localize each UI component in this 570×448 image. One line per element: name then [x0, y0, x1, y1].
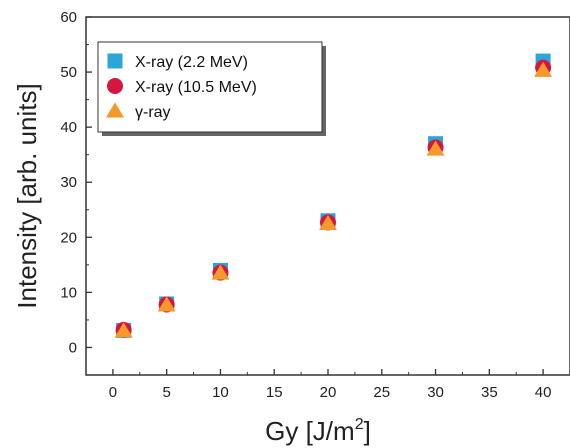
x-tick-label: 20 [320, 384, 337, 401]
x-tick-label: 30 [427, 384, 444, 401]
legend: X-ray (2.2 MeV) X-ray (10.5 MeV) γ-ray [97, 41, 326, 136]
data-markers [114, 53, 553, 338]
data-point-series-3 [534, 61, 553, 77]
y-tick-label: 30 [60, 174, 77, 191]
y-tick-label: 60 [60, 9, 77, 26]
x-tick-label: 25 [373, 384, 390, 401]
y-tick-label: 50 [60, 64, 77, 81]
data-point-series-3 [319, 214, 337, 231]
y-tick-label: 10 [60, 284, 77, 301]
legend-label-3: γ-ray [135, 104, 171, 121]
axis-ticks: 0 5 10 15 20 25 30 35 40 0 10 20 30 40 50 60 [60, 9, 551, 401]
data-point-series-3 [114, 322, 133, 338]
legend-label-2: X-ray (10.5 MeV) [135, 79, 257, 96]
data-point-series-3 [426, 140, 445, 156]
data-point-series-3 [157, 296, 176, 312]
x-tick-label: 15 [266, 384, 283, 401]
x-tick-label: 40 [535, 384, 552, 401]
x-axis-label: Gy [J/m2] [265, 416, 371, 446]
legend-marker-3 [106, 102, 124, 118]
y-tick-label: 0 [69, 339, 77, 356]
legend-marker-1 [107, 53, 123, 69]
legend-marker-2 [107, 78, 123, 94]
x-tick-label: 0 [109, 384, 117, 401]
y-axis-label: Intensity [arb. units] [12, 83, 42, 308]
legend-label-1: X-ray (2.2 MeV) [135, 54, 248, 71]
data-point-series-3 [211, 264, 230, 280]
y-tick-label: 20 [60, 229, 77, 246]
y-tick-label: 40 [60, 119, 77, 136]
legend-box [97, 41, 323, 133]
x-tick-label: 5 [162, 384, 170, 401]
x-tick-label: 35 [481, 384, 498, 401]
x-tick-label: 10 [212, 384, 229, 401]
